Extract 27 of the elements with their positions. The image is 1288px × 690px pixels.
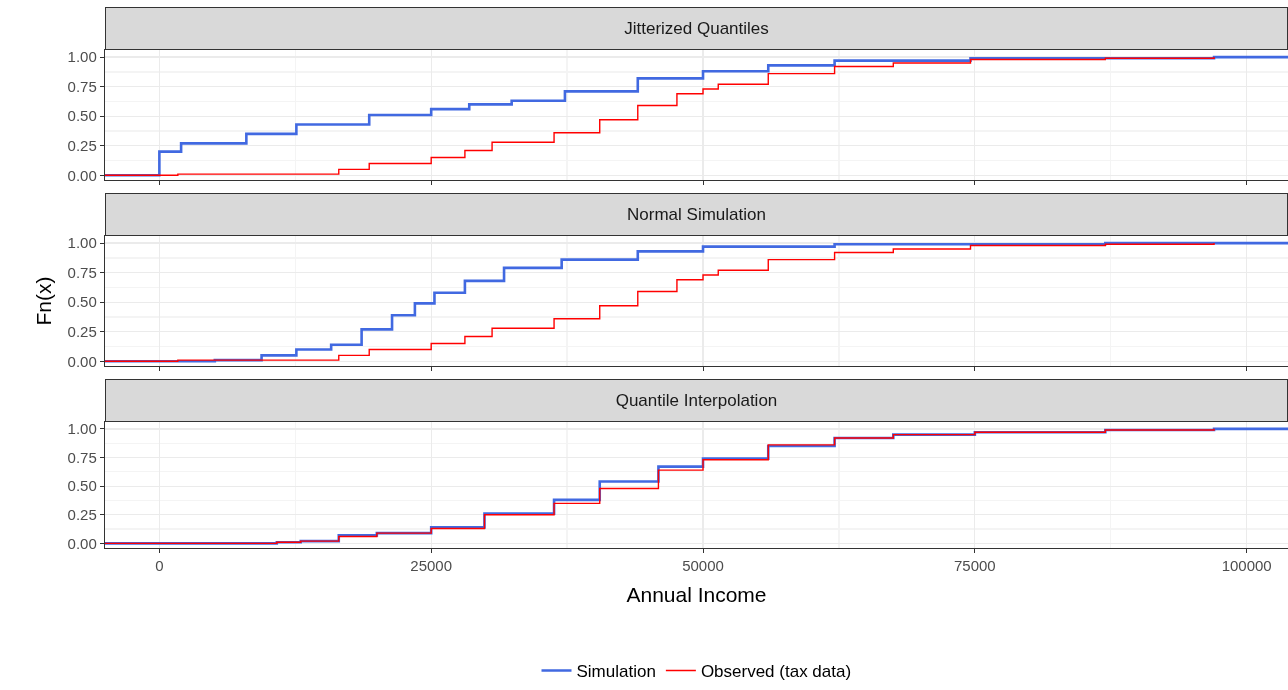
y-tick-label: 1.00 [67, 234, 97, 252]
chart-title: Quantile Interpolation [105, 379, 1288, 422]
x-tick-label: 100000 [1221, 557, 1272, 575]
y-tick-label: 1.00 [67, 48, 97, 66]
y-tick-label: 0.00 [67, 534, 97, 552]
chart-title: Normal Simulation [105, 193, 1288, 236]
x-axis-title: Annual Income [626, 583, 767, 607]
y-tick-label: 0.75 [67, 263, 97, 281]
y-tick-label: 0.25 [67, 136, 97, 154]
y-tick-label: 0.00 [67, 352, 97, 370]
x-tick-label: 0 [155, 557, 164, 575]
y-tick-label: 0.50 [67, 293, 97, 311]
legend-label: Observed (tax data) [700, 662, 852, 682]
y-tick-label: 0.25 [67, 506, 97, 524]
y-tick-label: 0.75 [67, 77, 97, 95]
chart-title: Jitterized Quantiles [105, 7, 1288, 50]
legend-label: Simulation [576, 662, 656, 682]
x-tick-label: 25000 [410, 557, 453, 575]
y-tick-label: 0.50 [67, 477, 97, 495]
x-tick-label: 75000 [953, 557, 996, 575]
y-tick-label: 1.00 [67, 420, 97, 438]
y-tick-label: 0.00 [67, 166, 97, 184]
y-tick-label: 0.75 [67, 448, 97, 466]
y-tick-label: 0.50 [67, 107, 97, 125]
x-tick-label: 50000 [682, 557, 724, 575]
y-axis-title: Fn(x) [31, 276, 55, 326]
y-tick-label: 0.25 [67, 322, 97, 340]
